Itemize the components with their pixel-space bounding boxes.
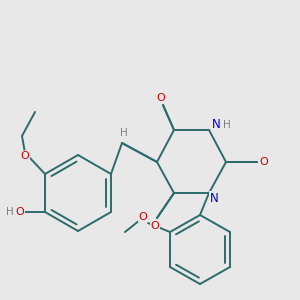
Text: H: H xyxy=(120,128,128,138)
Text: O: O xyxy=(151,221,159,231)
Text: O: O xyxy=(16,207,24,217)
Text: N: N xyxy=(212,118,220,131)
Text: O: O xyxy=(157,93,165,103)
Text: O: O xyxy=(260,157,268,167)
Text: H: H xyxy=(223,120,231,130)
Text: O: O xyxy=(21,151,29,161)
Text: N: N xyxy=(210,191,218,205)
Text: H: H xyxy=(6,207,14,217)
Text: O: O xyxy=(139,212,147,222)
